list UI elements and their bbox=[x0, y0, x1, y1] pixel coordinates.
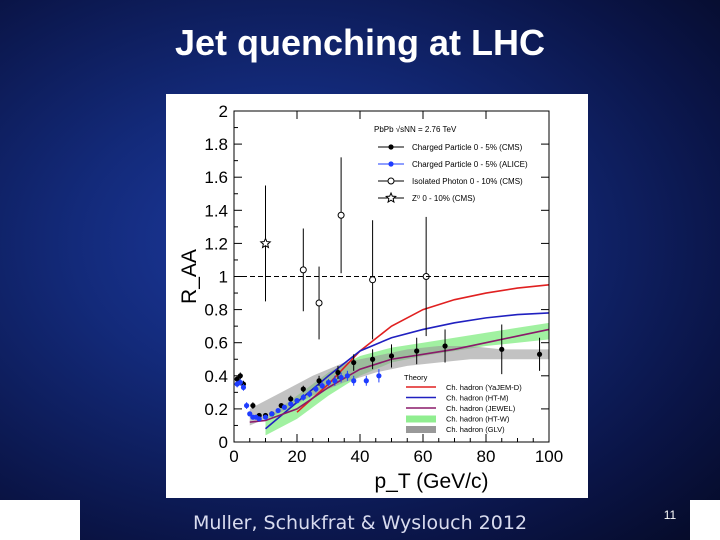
data-point-alice bbox=[325, 379, 332, 386]
slide-number: 11 bbox=[663, 508, 677, 522]
legend-header: PbPb √sNN = 2.76 TeV bbox=[374, 125, 457, 134]
data-point-alice bbox=[300, 394, 306, 400]
y-tick-label: 1.8 bbox=[204, 135, 228, 154]
data-point-cms bbox=[388, 353, 395, 359]
data-point-alice bbox=[338, 374, 344, 381]
x-tick-label: 60 bbox=[414, 447, 433, 466]
data-point-alice bbox=[240, 384, 247, 390]
theory-band-4 bbox=[249, 346, 549, 426]
data-point-photon bbox=[337, 211, 345, 219]
raa-chart: 0 20 40 60 80 100 0 0.2 0.4 0.6 0.8 1 1.2 1.4 1.6 1.8 2 p… bbox=[166, 94, 588, 498]
data-point-alice bbox=[319, 383, 325, 389]
theory-legend-swatch bbox=[406, 415, 436, 423]
raa-chart-svg: 0 20 40 60 80 100 0 0.2 0.4 0.6 0.8 1 1.2 1.4 1.6 1.8 2 p… bbox=[178, 102, 563, 493]
data-point-alice bbox=[363, 378, 369, 384]
data-point-alice bbox=[294, 398, 300, 404]
data-point-alice bbox=[275, 407, 281, 414]
data-point-alice bbox=[262, 414, 269, 420]
data-point-alice bbox=[237, 379, 243, 386]
y-tick-label: 1.4 bbox=[204, 201, 228, 220]
data-point-alice bbox=[313, 386, 319, 392]
slide-title: Jet quenching at LHC bbox=[174, 22, 546, 63]
data-point-alice bbox=[288, 401, 294, 407]
y-tick-label: 0.8 bbox=[204, 301, 228, 320]
data-point-alice bbox=[256, 416, 262, 422]
legend-marker bbox=[387, 177, 395, 185]
legend-entry: Z⁰ 0 - 10% (CMS) bbox=[412, 194, 476, 203]
data-point-cms bbox=[536, 351, 543, 357]
data-point-cms bbox=[300, 386, 306, 392]
y-tick-label: 0.6 bbox=[204, 334, 228, 353]
legend-marker bbox=[388, 144, 394, 150]
legend-entry: Isolated Photon 0 - 10% (CMS) bbox=[412, 177, 523, 186]
data-point-cms bbox=[250, 402, 256, 409]
citation: Muller, Schukfrat & Wyslouch 2012 bbox=[192, 512, 528, 534]
data-point-cms bbox=[351, 359, 357, 366]
y-tick-label: 2 bbox=[219, 102, 228, 121]
x-tick-label: 40 bbox=[351, 447, 370, 466]
data-point-cms bbox=[316, 378, 322, 384]
data-point-alice bbox=[376, 373, 382, 379]
theory-line-1 bbox=[264, 312, 550, 430]
data-point-photon bbox=[315, 299, 323, 307]
data-point-alice bbox=[332, 378, 338, 384]
y-tick-label: 0.4 bbox=[204, 367, 228, 386]
y-tick-label: 1.2 bbox=[204, 234, 228, 253]
data-point-cms bbox=[442, 343, 448, 349]
y-tick-label: 0.2 bbox=[204, 400, 228, 419]
theory-legend-swatch bbox=[406, 426, 436, 433]
x-tick-label: 100 bbox=[535, 447, 563, 466]
data-point-photon bbox=[299, 266, 307, 274]
theory-legend-entry: Ch. hadron (HT-M) bbox=[446, 394, 509, 403]
data-point-cms bbox=[335, 369, 341, 376]
legend-entry: Charged Particle 0 - 5% (ALICE) bbox=[412, 160, 528, 169]
y-axis-label: R_AA bbox=[178, 249, 201, 304]
theory-legend-entry: Ch. hadron (GLV) bbox=[446, 425, 505, 434]
data-point-alice bbox=[244, 402, 250, 409]
data-point-alice bbox=[247, 411, 253, 417]
data-point-photon bbox=[369, 276, 377, 284]
theory-legend-entry: Ch. hadron (YaJEM-D) bbox=[446, 383, 522, 392]
legend-entry: Charged Particle 0 - 5% (CMS) bbox=[412, 143, 523, 152]
data-point-cms bbox=[288, 396, 294, 402]
y-tick-label: 1.6 bbox=[204, 168, 228, 187]
university-seal-logo bbox=[690, 500, 720, 540]
data-point-alice bbox=[269, 411, 275, 417]
data-point-alice bbox=[281, 404, 287, 410]
theory-legend-entry: Ch. hadron (HT-W) bbox=[446, 415, 510, 424]
data-point-cms bbox=[499, 346, 505, 352]
data-point-alice bbox=[307, 391, 313, 397]
data-point-cms bbox=[234, 376, 240, 382]
legend-marker bbox=[388, 161, 394, 167]
data-point-alice bbox=[344, 373, 350, 379]
theory-legend-entry: Ch. hadron (JEWEL) bbox=[446, 404, 516, 413]
y-tick-label: 1 bbox=[219, 268, 228, 287]
data-point-cms bbox=[414, 348, 420, 354]
theory-legend-header: Theory bbox=[404, 373, 428, 382]
x-axis-label: p_T (GeV/c) bbox=[375, 470, 489, 493]
x-tick-label: 0 bbox=[229, 447, 238, 466]
legend-marker bbox=[385, 191, 397, 204]
y-tick-label: 0 bbox=[219, 433, 228, 452]
x-tick-label: 20 bbox=[288, 447, 307, 466]
x-tick-label: 80 bbox=[477, 447, 496, 466]
data-point-z0 bbox=[259, 237, 272, 249]
data-point-cms bbox=[370, 356, 376, 362]
berkeley-lab-logo bbox=[0, 500, 80, 540]
data-point-alice bbox=[351, 378, 357, 384]
